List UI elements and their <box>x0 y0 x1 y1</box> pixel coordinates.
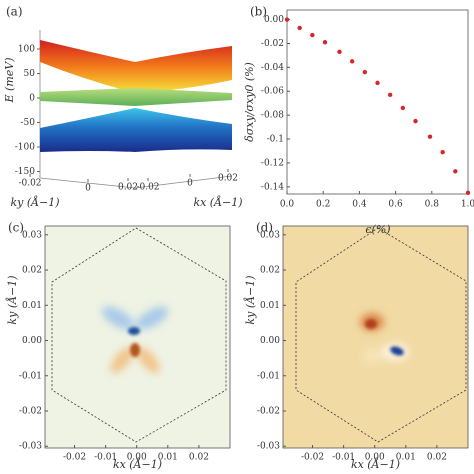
z-tick-label: 50 <box>24 69 36 79</box>
data-point <box>387 92 393 98</box>
y-axis-label: ky (Å−1) <box>243 275 257 324</box>
data-point <box>453 169 458 174</box>
x-axis-label: kx (Å−1) <box>351 457 400 471</box>
y-tick-label: -0.01 <box>257 371 280 381</box>
y-tick-label: 0.03 <box>22 230 42 240</box>
y-tick-label: 0.01 <box>22 301 42 311</box>
x-tick-label: 0.0 <box>280 200 295 210</box>
y-tick-label: 0 <box>85 184 91 194</box>
x-tick-label: -0.01 <box>332 453 355 463</box>
data-point <box>400 105 406 111</box>
x-tick-label: 0.6 <box>388 200 403 210</box>
y-tick-label: -0.1 <box>267 135 284 145</box>
data-point <box>284 17 290 22</box>
y-tick-label: -0.08 <box>261 111 284 121</box>
x-axis-label: ϵ(%) <box>365 223 390 236</box>
data-point <box>322 40 328 45</box>
y-axis-label: δσxy/σxy0 (%) <box>243 62 256 142</box>
x-tick-label: 0.02 <box>427 453 447 463</box>
y-tick-label: -0.02 <box>18 179 41 189</box>
x-tick-label: 0 <box>187 179 193 189</box>
z-tick-label: -100 <box>15 143 35 153</box>
data-point <box>413 118 418 124</box>
x-tick-label: -0.02 <box>301 453 324 463</box>
y-tick-label: -0.14 <box>261 182 284 192</box>
x-tick-label: 0.01 <box>396 453 416 463</box>
x-tick-label: 0.4 <box>352 200 367 210</box>
y-tick-label: 0.00 <box>264 15 284 25</box>
data-point <box>375 80 380 86</box>
y-tick-label: -0.12 <box>261 158 284 168</box>
y-tick-label: -0.02 <box>261 39 284 49</box>
y-tick-label: -0.01 <box>19 371 42 381</box>
x-axis-label: kx (Å−1) <box>193 195 242 209</box>
data-point <box>337 49 342 55</box>
y-axis-label: ky (Å−1) <box>5 275 19 324</box>
z-tick-label: 100 <box>18 45 35 55</box>
data-point <box>349 59 355 64</box>
y-tick-label: -0.03 <box>257 442 280 452</box>
panel-c-art <box>45 226 230 448</box>
y-tick-label: -0.06 <box>261 87 284 97</box>
x-tick-label: 0.02 <box>218 174 238 184</box>
x-tick-label: 1.0 <box>461 200 474 210</box>
data-point <box>362 69 368 75</box>
panel-label: (d) <box>256 221 273 235</box>
y-tick-label: 0.00 <box>22 336 42 346</box>
y-axis-label: ky (Å−1) <box>10 195 59 209</box>
z-tick-label: -50 <box>21 118 36 128</box>
y-tick-label: 0.02 <box>260 266 280 276</box>
x-tick-label: 0.02 <box>189 453 209 463</box>
x-tick-label: -0.01 <box>94 453 117 463</box>
x-tick-label: 0.00 <box>365 453 385 463</box>
y-tick-label: -0.02 <box>19 407 42 417</box>
data-point <box>297 25 302 31</box>
z-tick-label: -150 <box>15 167 35 177</box>
y-tick-label: -0.02 <box>257 407 280 417</box>
y-tick-label: -0.03 <box>19 442 42 452</box>
panel-label: (b) <box>250 5 267 19</box>
y-tick-label: 0.02 <box>22 266 42 276</box>
data-point <box>440 149 445 155</box>
y-tick-label: 0.02 <box>118 183 138 193</box>
x-tick-label: 0.01 <box>158 453 178 463</box>
panel-label: (a) <box>6 5 23 19</box>
panel-label: (c) <box>8 221 24 235</box>
z-tick-label: 0 <box>29 94 35 104</box>
y-tick-label: -0.04 <box>261 63 284 73</box>
data-point <box>427 134 433 139</box>
panel-a-art <box>39 30 233 189</box>
y-tick-label: 0.01 <box>260 301 280 311</box>
x-axis-label: kx (Å−1) <box>113 457 162 471</box>
y-tick-label: 0.00 <box>260 336 280 346</box>
x-tick-label: -0.02 <box>136 183 159 193</box>
x-tick-label: 0.8 <box>425 200 440 210</box>
z-axis-label: E (meV) <box>3 58 16 104</box>
x-tick-label: 0.00 <box>127 453 147 463</box>
x-tick-label: 0.2 <box>316 200 330 210</box>
data-point <box>310 32 315 38</box>
panel-d-art <box>283 226 468 448</box>
data-point <box>465 190 471 196</box>
y-tick-label: 0.03 <box>260 230 280 240</box>
x-tick-label: -0.02 <box>63 453 86 463</box>
